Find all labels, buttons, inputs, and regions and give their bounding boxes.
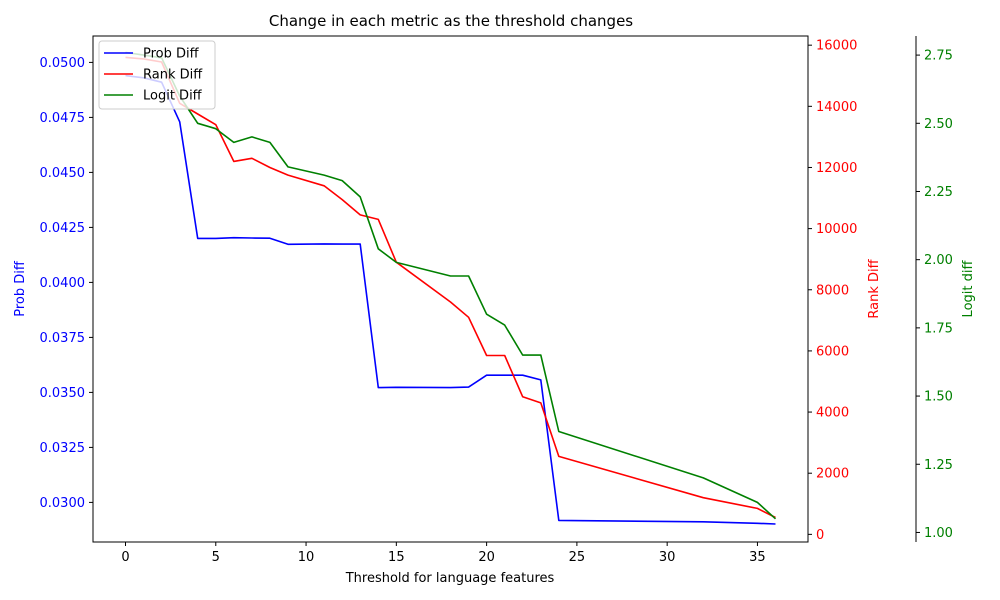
prob-diff-axis-label: Prob Diff — [13, 260, 28, 317]
x-tick-label: 10 — [298, 550, 315, 565]
legend-box — [98, 40, 216, 110]
x-tick-label: 20 — [478, 550, 495, 565]
prob-diff-line — [125, 74, 776, 525]
logit-tick-label: 2.75 — [924, 49, 953, 64]
x-tick-label: 5 — [212, 550, 220, 565]
rank-diff-axis-label: Rank Diff — [867, 258, 882, 318]
prob-tick-label: 0.0500 — [40, 56, 86, 71]
logit-tick-label: 1.75 — [924, 321, 953, 336]
prob-tick-label: 0.0350 — [40, 386, 86, 401]
x-axis-label: Threshold for language features — [345, 571, 555, 586]
prob-tick-label: 0.0325 — [40, 441, 86, 456]
logit-tick-label: 1.00 — [924, 526, 953, 541]
chart-title: Change in each metric as the threshold c… — [269, 12, 633, 30]
rank-tick-label: 4000 — [816, 406, 849, 421]
rank-tick-label: 10000 — [816, 222, 857, 237]
logit-tick-label: 2.00 — [924, 253, 953, 268]
prob-tick-label: 0.0375 — [40, 331, 86, 346]
prob-diff-axis: 0.0300 0.0325 0.0350 0.0375 0.0400 0.0425 0.04… — [40, 56, 93, 511]
prob-tick-label: 0.0475 — [40, 111, 86, 126]
rank-diff-axis: 0 2000 4000 6000 8000 10000 12000 14000 16000 — [808, 39, 857, 543]
logit-tick-label: 1.50 — [924, 390, 953, 405]
legend: Prob Diff Rank Diff Logit Diff — [98, 40, 216, 110]
logit-diff-axis-label: Logit diff — [961, 260, 976, 318]
legend-label-rank-diff: Rank Diff — [143, 68, 203, 83]
x-tick-label: 30 — [659, 550, 676, 565]
prob-tick-label: 0.0450 — [40, 166, 86, 181]
logit-diff-line — [125, 51, 777, 520]
prob-tick-label: 0.0425 — [40, 221, 86, 236]
prob-tick-label: 0.0400 — [40, 276, 86, 291]
legend-label-prob-diff: Prob Diff — [143, 47, 200, 62]
legend-label-logit-diff: Logit Diff — [143, 89, 203, 104]
x-tick-label: 15 — [388, 550, 405, 565]
rank-tick-label: 6000 — [816, 344, 849, 359]
logit-tick-label: 1.25 — [924, 458, 953, 473]
x-tick-label: 0 — [121, 550, 129, 565]
logit-tick-label: 2.50 — [924, 117, 953, 132]
rank-tick-label: 0 — [816, 528, 824, 543]
rank-tick-label: 8000 — [816, 283, 849, 298]
prob-tick-label: 0.0300 — [40, 496, 86, 511]
rank-tick-label: 2000 — [816, 467, 849, 482]
rank-tick-label: 12000 — [816, 161, 857, 176]
series-layer — [125, 51, 777, 525]
logit-tick-label: 2.25 — [924, 185, 953, 200]
plot-frame — [92, 35, 809, 543]
x-tick-label: 35 — [749, 550, 766, 565]
rank-tick-label: 16000 — [816, 39, 857, 54]
rank-tick-label: 14000 — [816, 100, 857, 115]
logit-diff-axis: 1.00 1.25 1.50 1.75 2.00 2.25 2.50 2.75 — [916, 49, 953, 541]
x-axis: 0 5 10 15 20 25 30 35 — [121, 542, 766, 565]
rank-diff-line — [125, 56, 776, 519]
x-tick-label: 25 — [569, 550, 586, 565]
